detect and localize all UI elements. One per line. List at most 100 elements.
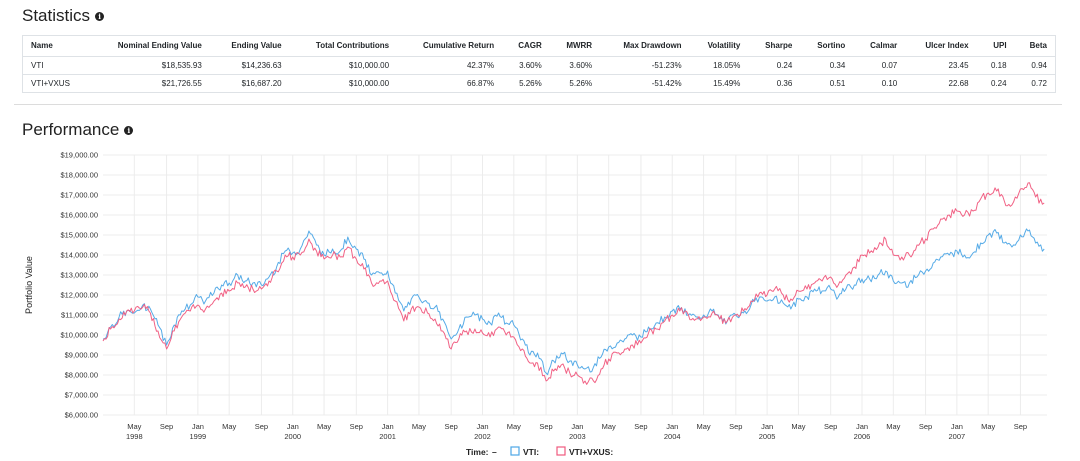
legend-series-label[interactable]: VTI: <box>523 447 539 457</box>
x-tick-label: Jan <box>951 422 963 431</box>
y-tick-label: $12,000.00 <box>60 291 98 300</box>
y-tick-label: $16,000.00 <box>60 211 98 220</box>
statistics-title: Statistics i <box>22 6 105 26</box>
y-tick-label: $19,000.00 <box>60 151 98 160</box>
column-header[interactable]: Sortino <box>800 35 854 57</box>
x-tick-label: Sep <box>729 422 742 431</box>
y-tick-label: $17,000.00 <box>60 191 98 200</box>
y-tick-label: $15,000.00 <box>60 231 98 240</box>
column-header[interactable]: MWRR <box>549 35 601 57</box>
x-tick-label: Sep <box>350 422 363 431</box>
table-cell: $16,687.20 <box>209 74 290 93</box>
table-cell: 0.72 <box>1014 74 1056 93</box>
column-header[interactable]: CAGR <box>502 35 550 57</box>
table-row: VTI+VXUS $21,726.55 $16,687.20 $10,000.00 66… <box>22 74 1056 93</box>
info-circle-icon[interactable]: i <box>95 11 105 21</box>
table-cell: 22.68 <box>905 74 977 93</box>
x-tick-year-label: 2003 <box>569 432 586 441</box>
x-tick-label: Sep <box>160 422 173 431</box>
x-tick-year-label: 1999 <box>190 432 207 441</box>
column-header[interactable]: Beta <box>1014 35 1056 57</box>
legend-time-marker: – <box>492 447 497 457</box>
x-tick-year-label: 2002 <box>474 432 491 441</box>
table-cell: 0.24 <box>976 74 1015 93</box>
column-header[interactable]: Total Contributions <box>289 35 398 57</box>
table-cell: 0.51 <box>800 74 854 93</box>
column-header[interactable]: Ulcer Index <box>905 35 977 57</box>
x-tick-label: Jan <box>287 422 299 431</box>
table-cell: 0.10 <box>853 74 906 93</box>
y-axis-title: Portfolio Value <box>24 256 34 314</box>
x-tick-label: Jan <box>476 422 488 431</box>
x-tick-label: May <box>981 422 995 431</box>
table-cell: 18.05% <box>689 56 749 75</box>
column-header[interactable]: Nominal Ending Value <box>89 35 210 57</box>
performance-chart[interactable]: $6,000.00 $7,000.00 $8,000.00 $9,000.00 $10,… <box>0 146 1080 461</box>
table-cell: 3.60% <box>502 56 550 75</box>
column-header[interactable]: UPI <box>976 35 1015 57</box>
x-tick-label: Jan <box>382 422 394 431</box>
series-line-vti-vxus[interactable] <box>102 182 1045 385</box>
legend-time-label: Time: <box>466 447 489 457</box>
legend-swatch[interactable] <box>510 446 520 456</box>
legend-series-label[interactable]: VTI+VXUS: <box>569 447 613 457</box>
x-tick-label: Jan <box>856 422 868 431</box>
table-cell: 23.45 <box>905 56 977 75</box>
table-cell: 0.94 <box>1014 56 1056 75</box>
column-header[interactable]: Sharpe <box>748 35 801 57</box>
x-tick-label: May <box>222 422 236 431</box>
x-tick-label: Jan <box>571 422 583 431</box>
table-cell: -51.42% <box>600 74 690 93</box>
table-cell: 0.07 <box>853 56 906 75</box>
x-tick-label: May <box>412 422 426 431</box>
x-tick-year-label: 1998 <box>126 432 143 441</box>
series-line-vti[interactable] <box>102 228 1045 376</box>
x-tick-label: May <box>602 422 616 431</box>
column-header[interactable]: Max Drawdown <box>600 35 690 57</box>
y-tick-label: $6,000.00 <box>65 411 98 420</box>
column-header[interactable]: Volatility <box>689 35 749 57</box>
column-header[interactable]: Name <box>22 35 90 57</box>
x-tick-label: May <box>317 422 331 431</box>
info-circle-icon[interactable]: i <box>124 125 134 135</box>
table-cell: $18,535.93 <box>89 56 210 75</box>
x-tick-label: May <box>696 422 710 431</box>
y-tick-label: $7,000.00 <box>65 391 98 400</box>
table-cell: 0.36 <box>748 74 801 93</box>
table-cell: VTI+VXUS <box>22 74 90 93</box>
table-cell: $21,726.55 <box>89 74 210 93</box>
column-header[interactable]: Calmar <box>853 35 906 57</box>
table-cell: $10,000.00 <box>289 56 398 75</box>
table-cell: 66.87% <box>397 74 503 93</box>
x-tick-label: May <box>886 422 900 431</box>
table-cell: VTI <box>22 56 90 75</box>
table-cell: 3.60% <box>549 56 601 75</box>
y-tick-label: $14,000.00 <box>60 251 98 260</box>
y-tick-label: $18,000.00 <box>60 171 98 180</box>
table-cell: $14,236.63 <box>209 56 290 75</box>
table-row: VTI $18,535.93 $14,236.63 $10,000.00 42.37% 3… <box>22 56 1056 75</box>
column-header[interactable]: Cumulative Return <box>397 35 503 57</box>
legend-swatch[interactable] <box>556 446 566 456</box>
y-tick-label: $10,000.00 <box>60 331 98 340</box>
x-tick-year-label: 2001 <box>379 432 396 441</box>
table-cell: $10,000.00 <box>289 74 398 93</box>
statistics-body: VTI $18,535.93 $14,236.63 $10,000.00 42.37% 3… <box>22 56 1056 93</box>
statistics-header-row: Name Nominal Ending Value Ending Value Tota… <box>22 35 1056 57</box>
table-cell: 15.49% <box>689 74 749 93</box>
x-tick-year-label: 2006 <box>854 432 871 441</box>
x-tick-label: Sep <box>445 422 458 431</box>
statistics-title-text: Statistics <box>22 6 91 25</box>
x-tick-label: Sep <box>634 422 647 431</box>
table-cell: -51.23% <box>600 56 690 75</box>
x-tick-label: May <box>791 422 805 431</box>
y-tick-label: $11,000.00 <box>61 311 98 320</box>
table-cell: 0.18 <box>976 56 1015 75</box>
column-header[interactable]: Ending Value <box>209 35 290 57</box>
x-tick-label: May <box>507 422 521 431</box>
x-tick-label: Sep <box>1014 422 1027 431</box>
section-divider <box>14 104 1062 105</box>
table-cell: 5.26% <box>502 74 550 93</box>
x-tick-label: Sep <box>824 422 837 431</box>
y-tick-label: $8,000.00 <box>65 371 98 380</box>
